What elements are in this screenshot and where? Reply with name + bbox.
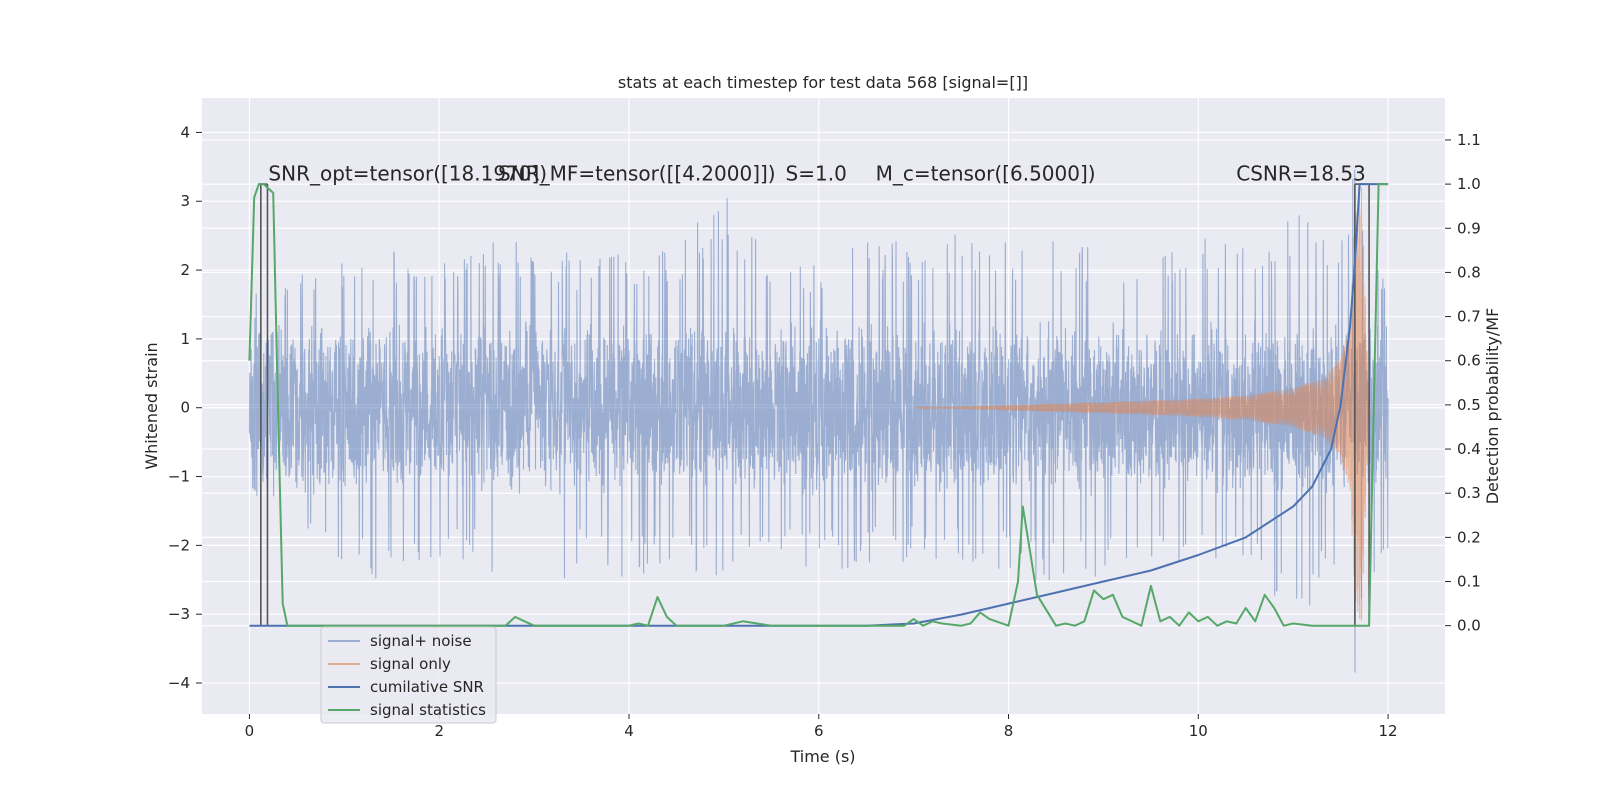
x-tick-label: 0: [245, 722, 255, 740]
annotation-0: SNR_opt=tensor([18.1970]): [268, 162, 547, 186]
x-tick-label: 10: [1189, 722, 1208, 740]
y-axis-left: −4 −3 −2 −1 0 1 2 3 4: [168, 123, 202, 692]
y-left-tick-label: −4: [168, 674, 190, 692]
annotation-3: M_c=tensor([6.5000]): [876, 162, 1096, 186]
y-right-tick-label: 0.2: [1457, 528, 1481, 546]
y-right-tick-label: 0.5: [1457, 396, 1481, 414]
y-axis-left-label: Whitened strain: [142, 342, 161, 469]
series-cumulative-snr-line: [249, 183, 1389, 627]
y-left-tick-label: −2: [168, 536, 190, 554]
annotation-1: SNR_MF=tensor([[4.2000]]): [498, 162, 776, 186]
y-right-tick-label: 0.9: [1457, 219, 1481, 237]
y-left-tick-label: 2: [180, 261, 190, 279]
x-axis-label: Time (s): [789, 747, 855, 766]
y-right-tick-label: 1.1: [1457, 131, 1481, 149]
x-axis: 0 2 4 6 8 10 12: [245, 714, 1398, 740]
series-signal-noise-line: [248, 169, 1389, 673]
y-right-tick-label: 0.4: [1457, 440, 1481, 458]
y-left-tick-label: −1: [168, 468, 190, 486]
annotations: SNR_opt=tensor([18.1970])SNR_MF=tensor([…: [268, 162, 1365, 186]
y-right-tick-label: 0.7: [1457, 308, 1481, 326]
y-left-tick-label: −3: [168, 605, 190, 623]
legend-label-cumulative-snr: cumilative SNR: [370, 678, 484, 696]
y-left-tick-label: 4: [180, 123, 190, 141]
y-left-tick-label: 0: [180, 399, 190, 417]
y-right-tick-label: 0.6: [1457, 352, 1481, 370]
y-right-tick-label: 0.0: [1457, 617, 1481, 635]
y-axis-right-label: Detection probability/MF: [1483, 308, 1502, 505]
legend-label-signal-only: signal only: [370, 655, 451, 673]
y-right-tick-label: 0.3: [1457, 484, 1481, 502]
y-axis-right: 0.0 0.1 0.2 0.3 0.4 0.5 0.6 0.7 0.8 0.9 1.0 1.1: [1445, 131, 1481, 635]
legend: signal+ noise signal only cumilative SNR…: [320, 626, 497, 724]
y-left-tick-label: 3: [180, 192, 190, 210]
legend-label-signal-statistics: signal statistics: [370, 701, 486, 719]
legend-label-signal-noise: signal+ noise: [370, 632, 472, 650]
x-tick-label: 6: [814, 722, 824, 740]
x-tick-label: 4: [624, 722, 634, 740]
series-layer: [248, 169, 1389, 673]
y-right-tick-label: 0.8: [1457, 263, 1481, 281]
annotation-2: S=1.0: [786, 162, 847, 186]
series-signal-statistics-line: [248, 183, 1389, 627]
x-tick-label: 12: [1379, 722, 1398, 740]
y-right-tick-label: 1.0: [1457, 175, 1481, 193]
x-tick-label: 2: [434, 722, 444, 740]
chart-title: stats at each timestep for test data 568…: [618, 73, 1028, 92]
y-left-tick-label: 1: [180, 330, 190, 348]
y-right-tick-label: 0.1: [1457, 573, 1481, 591]
series-signal-only-line: [913, 187, 1370, 621]
x-tick-label: 8: [1004, 722, 1014, 740]
annotation-4: CSNR=18.53: [1236, 162, 1366, 186]
legend-box: [320, 626, 497, 724]
